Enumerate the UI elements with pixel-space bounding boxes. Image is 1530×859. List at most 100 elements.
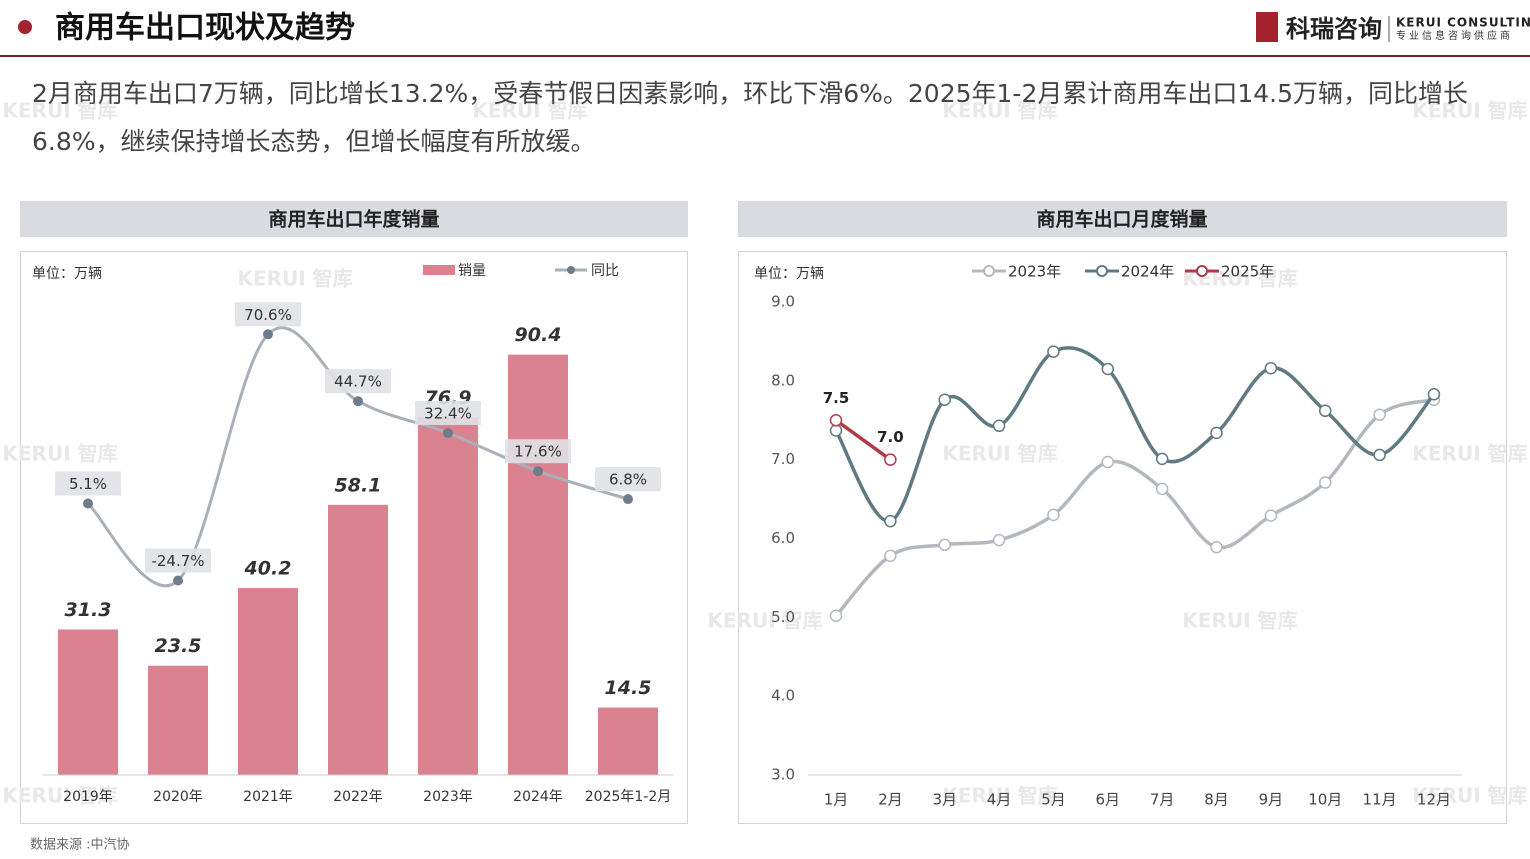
logo-sub: 专业信息咨询供应商	[1396, 29, 1513, 42]
series-line	[834, 346, 1436, 523]
watermark: KERUI 智库	[237, 267, 352, 291]
bar	[238, 588, 298, 775]
x-tick-label: 2023年	[423, 789, 473, 805]
line-marker	[83, 498, 93, 509]
panel-frame	[20, 251, 688, 824]
series-line	[834, 398, 1435, 617]
legend-marker	[567, 266, 575, 274]
line-marker	[1318, 476, 1332, 489]
x-tick-label: 6月	[1096, 791, 1121, 809]
line-marker	[1210, 540, 1223, 554]
legend-marker	[983, 265, 995, 277]
bar-value-label: 31.3	[65, 599, 112, 621]
line-marker	[1210, 426, 1223, 440]
data-label-box	[415, 400, 481, 425]
watermark: KERUI 智库	[942, 784, 1057, 808]
data-label-box	[595, 467, 661, 492]
y-tick-label: 5.0	[771, 608, 795, 626]
panel-title: 商用车出口年度销量	[268, 208, 439, 231]
x-tick-label: 10月	[1308, 791, 1342, 809]
line-marker	[623, 494, 633, 505]
bar	[598, 707, 658, 775]
x-tick-label: 8月	[1204, 791, 1229, 809]
x-tick-label: 4月	[987, 791, 1012, 809]
line-marker	[829, 609, 843, 623]
bar	[58, 629, 118, 775]
line-marker	[992, 419, 1006, 433]
unit-label: 单位：万辆	[754, 266, 824, 282]
watermark: KERUI 智库	[707, 609, 822, 633]
x-tick-label: 2019年	[63, 789, 113, 805]
watermark: KERUI 智库	[942, 442, 1057, 466]
x-tick-label: 3月	[932, 791, 957, 809]
x-tick-label: 1月	[824, 791, 849, 809]
watermark: KERUI 智库	[2, 99, 117, 123]
y-tick-label: 8.0	[771, 371, 795, 389]
legend-label: 销量	[458, 263, 486, 279]
line-marker	[829, 424, 843, 437]
line-marker	[1373, 448, 1386, 462]
data-label: 5.1%	[69, 475, 107, 493]
title-dot	[18, 20, 32, 34]
line-marker	[992, 533, 1006, 547]
bar-value-label: 14.5	[605, 677, 652, 699]
line-marker	[938, 538, 951, 552]
logo-en: KERUI CONSULTING	[1396, 16, 1530, 30]
panel-frame	[738, 251, 1507, 824]
line-marker	[173, 575, 183, 586]
line-marker	[1318, 404, 1332, 418]
y-tick-label: 9.0	[771, 293, 795, 311]
line-marker	[1264, 361, 1278, 375]
line-marker	[1264, 509, 1278, 522]
data-label-box	[235, 302, 301, 327]
bar-value-label: 23.5	[155, 635, 202, 657]
bar-value-label: 90.4	[515, 324, 562, 346]
line-marker	[1047, 345, 1060, 358]
panel-title-bar	[20, 201, 688, 237]
line-marker	[1047, 508, 1060, 522]
line-marker	[829, 414, 843, 427]
line-marker	[1427, 387, 1441, 401]
bar	[328, 504, 388, 775]
bar	[418, 417, 478, 775]
data-label-box	[325, 369, 391, 394]
watermark: KERUI 智库	[942, 99, 1057, 123]
logo: 科瑞咨询	[1286, 15, 1382, 43]
legend-marker	[1196, 265, 1208, 277]
source: 数据来源 :中汽协	[30, 838, 130, 853]
data-label-box	[145, 548, 211, 573]
x-tick-label: 9月	[1259, 791, 1284, 809]
watermark: KERUI 智库	[2, 442, 117, 466]
x-tick-label: 12月	[1417, 791, 1451, 809]
data-label: -24.7%	[151, 552, 204, 570]
x-tick-label: 7月	[1150, 791, 1175, 809]
line-marker	[938, 393, 951, 407]
data-label: 7.5	[823, 389, 850, 407]
data-label-box	[55, 471, 121, 496]
legend-label: 2023年	[1008, 263, 1061, 281]
line-marker	[1101, 455, 1115, 469]
y-tick-label: 3.0	[771, 766, 795, 784]
x-tick-label: 2021年	[243, 789, 293, 805]
watermark: KERUI 智库	[2, 784, 117, 808]
line-marker	[1101, 362, 1115, 376]
data-label: 44.7%	[334, 373, 382, 391]
summary: 2月商用车出口7万辆，同比增长13.2%，受春节假日因素影响，环比下滑6%。20…	[32, 79, 1469, 156]
data-label: 32.4%	[424, 404, 472, 422]
watermark: KERUI 智库	[1412, 99, 1527, 123]
panel-title-bar	[738, 201, 1507, 237]
legend-marker	[1096, 265, 1108, 277]
x-tick-label: 5月	[1041, 791, 1066, 809]
watermark: KERUI 智库	[1182, 609, 1297, 633]
data-label: 6.8%	[609, 471, 647, 489]
line-marker	[533, 466, 543, 477]
x-tick-label: 2025年1-2月	[585, 789, 672, 805]
data-label: 7.0	[877, 428, 904, 446]
line-marker	[884, 549, 897, 563]
bar-value-label: 58.1	[335, 474, 382, 496]
unit-label: 单位：万辆	[32, 266, 102, 282]
bar-value-label: 40.2	[244, 558, 292, 580]
line-marker	[1155, 452, 1169, 466]
